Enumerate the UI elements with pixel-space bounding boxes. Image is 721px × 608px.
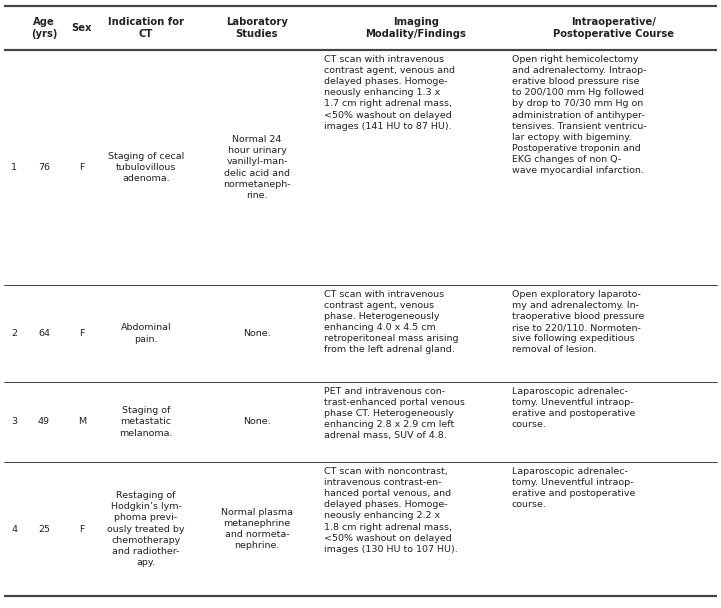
Text: Open exploratory laparoto-
my and adrenalectomy. In-
traoperative blood pressure: Open exploratory laparoto- my and adrena…	[512, 290, 645, 354]
Text: 49: 49	[38, 418, 50, 426]
Text: 1: 1	[11, 163, 17, 172]
Text: Laparoscopic adrenalec-
tomy. Uneventful intraop-
erative and postoperative
cour: Laparoscopic adrenalec- tomy. Uneventful…	[512, 467, 635, 510]
Text: Abdominal
pain.: Abdominal pain.	[120, 323, 172, 344]
Text: Normal 24
hour urinary
vanillyl-man-
delic acid and
normetaneph-
rine.: Normal 24 hour urinary vanillyl-man- del…	[224, 135, 291, 200]
Text: Normal plasma
metanephrine
and normeta-
nephrine.: Normal plasma metanephrine and normeta- …	[221, 508, 293, 550]
Text: 4: 4	[11, 525, 17, 533]
Text: F: F	[79, 163, 84, 172]
Text: Age
(yrs): Age (yrs)	[31, 17, 57, 39]
Text: CT scan with noncontrast,
intravenous contrast-en-
hanced portal venous, and
del: CT scan with noncontrast, intravenous co…	[324, 467, 458, 554]
Text: 2: 2	[11, 329, 17, 338]
Text: 3: 3	[11, 418, 17, 426]
Text: None.: None.	[243, 418, 271, 426]
Text: None.: None.	[243, 329, 271, 338]
Text: CT scan with intravenous
contrast agent, venous
phase. Heterogeneously
enhancing: CT scan with intravenous contrast agent,…	[324, 290, 459, 354]
Text: PET and intravenous con-
trast-enhanced portal venous
phase CT. Heterogeneously
: PET and intravenous con- trast-enhanced …	[324, 387, 465, 440]
Text: Indication for
CT: Indication for CT	[108, 17, 184, 39]
Text: Laparoscopic adrenalec-
tomy. Uneventful intraop-
erative and postoperative
cour: Laparoscopic adrenalec- tomy. Uneventful…	[512, 387, 635, 429]
Text: F: F	[79, 329, 84, 338]
Text: Laboratory
Studies: Laboratory Studies	[226, 17, 288, 39]
Text: F: F	[79, 525, 84, 533]
Text: 25: 25	[38, 525, 50, 533]
Text: Staging of
metastatic
melanoma.: Staging of metastatic melanoma.	[119, 406, 173, 438]
Text: Staging of cecal
tubulovillous
adenoma.: Staging of cecal tubulovillous adenoma.	[108, 152, 184, 183]
Text: CT scan with intravenous
contrast agent, venous and
delayed phases. Homoge-
neou: CT scan with intravenous contrast agent,…	[324, 55, 455, 131]
Text: Restaging of
Hodgkin’s lym-
phoma previ-
ously treated by
chemotherapy
and radio: Restaging of Hodgkin’s lym- phoma previ-…	[107, 491, 185, 567]
Text: Open right hemicolectomy
and adrenalectomy. Intraop-
erative blood pressure rise: Open right hemicolectomy and adrenalecto…	[512, 55, 647, 175]
Text: 76: 76	[38, 163, 50, 172]
Text: Imaging
Modality/Findings: Imaging Modality/Findings	[366, 17, 466, 39]
Text: 64: 64	[38, 329, 50, 338]
Text: M: M	[78, 418, 86, 426]
Text: Sex: Sex	[72, 23, 92, 33]
Text: Intraoperative/
Postoperative Course: Intraoperative/ Postoperative Course	[553, 17, 674, 39]
